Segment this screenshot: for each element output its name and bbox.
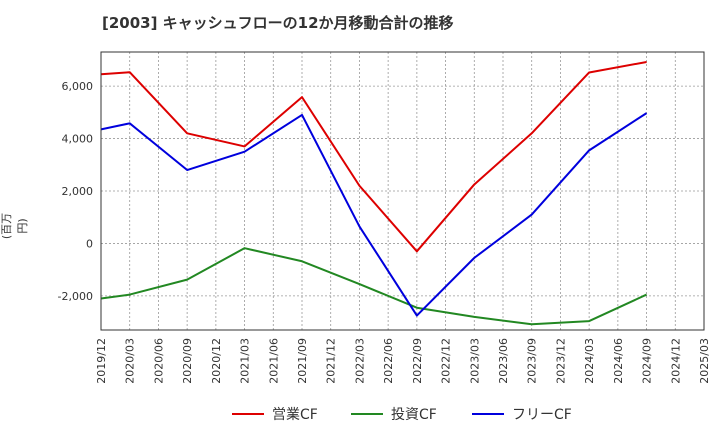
legend-label: 営業CF — [272, 407, 318, 423]
x-tick-label: 2023/09 — [526, 338, 539, 384]
x-tick-label: 2020/09 — [181, 338, 194, 384]
x-tick-label: 2022/12 — [440, 338, 453, 384]
plot-frame — [100, 51, 705, 331]
x-tick-label: 2021/03 — [239, 338, 252, 384]
x-tick-label: 2023/12 — [554, 338, 567, 384]
x-tick-label: 2020/12 — [210, 338, 223, 384]
x-tick-label: 2023/03 — [468, 338, 481, 384]
y-tick-label: 4,000 — [62, 133, 94, 146]
x-tick-label: 2023/06 — [497, 338, 510, 384]
x-tick-label: 2022/09 — [411, 338, 424, 384]
legend-label: フリーCF — [512, 407, 572, 423]
x-tick-label: 2025/03 — [698, 338, 711, 384]
x-tick-label: 2020/03 — [124, 338, 137, 384]
y-tick-label: 2,000 — [62, 185, 94, 198]
y-tick-label: 6,000 — [62, 80, 94, 93]
series-line — [100, 112, 648, 317]
x-tick-label: 2021/06 — [267, 338, 280, 384]
x-tick-label: 2022/03 — [353, 338, 366, 384]
chart-title: [2003] キャッシュフローの12か月移動合計の推移 — [102, 14, 454, 32]
x-tick-label: 2024/03 — [583, 338, 596, 384]
x-tick-label: 2022/06 — [382, 338, 395, 384]
x-tick-label: 2021/12 — [325, 338, 338, 384]
series-line — [100, 60, 647, 253]
x-tick-label: 2020/06 — [152, 338, 165, 384]
x-tick-label: 2019/12 — [95, 338, 108, 384]
y-tick-label: 0 — [86, 237, 93, 250]
legend-label: 投資CF — [391, 407, 437, 423]
series-line — [100, 247, 647, 326]
x-tick-label: 2024/06 — [612, 338, 625, 384]
y-tick-label: -2,000 — [58, 290, 93, 303]
x-tick-label: 2024/12 — [669, 338, 682, 384]
x-tick-label: 2021/09 — [296, 338, 309, 384]
x-tick-label: 2024/09 — [641, 338, 654, 384]
